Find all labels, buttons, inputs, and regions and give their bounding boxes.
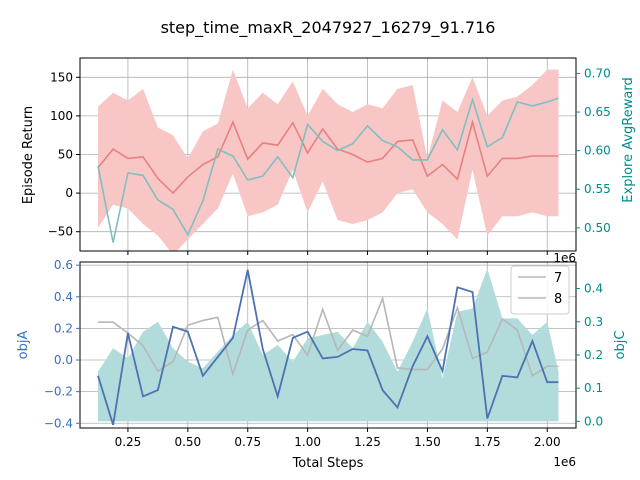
legend-box (510, 265, 570, 315)
y2-tick-label: 0.70 (584, 66, 611, 80)
return-line (97, 119, 559, 195)
bottom-y-label: objA (16, 331, 31, 360)
y-tick-label: 100 (50, 109, 73, 123)
y-tick-label: 0 (65, 186, 73, 200)
bottom-x-multiplier: 1e6 (553, 455, 576, 469)
bottom-x-ticks: 0.25 0.50 0.75 1.00 1.25 1.50 1.75 2.00 (115, 428, 561, 449)
top-x-multiplier: 1e6 (553, 251, 576, 265)
y-tick-label: 150 (50, 70, 73, 84)
bottom-frame (79, 261, 577, 429)
bottom-y-ticks: −0.4 −0.2 0.0 0.2 0.4 0.6 (44, 258, 80, 430)
top-y-ticks: −50 0 50 100 150 (48, 70, 80, 239)
legend: 7 8 (510, 265, 570, 315)
bottom-panel: 0.25 0.50 0.75 1.00 1.25 1.50 1.75 2.00 −0.4−0.… (16, 258, 628, 471)
y2-tick-label: 0.0 (584, 414, 603, 428)
y-tick-label: 0.0 (54, 353, 73, 367)
top-y2-ticks: 0.50 0.55 0.60 0.65 0.70 (576, 66, 611, 235)
x-tick-label: 1.25 (354, 435, 381, 449)
obja-line (97, 269, 559, 426)
top-y-label: Episode Return (21, 106, 36, 204)
x-tick-label: 0.50 (174, 435, 201, 449)
y-tick-label: −50 (48, 225, 73, 239)
y2-tick-label: 0.3 (584, 315, 603, 329)
x-tick-label: 2.00 (534, 435, 561, 449)
y-tick-label: 0.4 (54, 290, 73, 304)
x-tick-label: 0.25 (115, 435, 142, 449)
y2-tick-label: 0.65 (584, 105, 611, 119)
top-x-ticks (127, 251, 548, 255)
explore-line (97, 96, 559, 243)
y-tick-label: 50 (58, 148, 73, 162)
y2-tick-label: 0.60 (584, 144, 611, 158)
y-tick-label: 0.6 (54, 258, 73, 272)
x-tick-label: 1.50 (414, 435, 441, 449)
series-8-line (98, 295, 559, 377)
y2-tick-label: 0.2 (584, 348, 603, 362)
chart-title: step_time_maxR_2047927_16279_91.716 (161, 18, 496, 38)
top-panel: −50 0 50 100 150 0.50 0.55 0.60 0.65 0.70 1e6 Ep… (21, 57, 636, 265)
bottom-y2-ticks: 0.0 0.1 0.2 0.3 0.4 (576, 282, 603, 428)
y2-tick-label: 0.4 (584, 282, 603, 296)
y-tick-label: −0.4 (44, 416, 73, 430)
legend-label-8: 8 (554, 292, 562, 307)
bottom-x-label: Total Steps (292, 456, 364, 471)
legend-label-7: 7 (554, 271, 562, 286)
y-tick-label: 0.2 (54, 321, 73, 335)
y2-tick-label: 0.1 (584, 381, 603, 395)
top-y2-label: Explore AvgReward (621, 77, 636, 202)
x-tick-label: 0.75 (234, 435, 261, 449)
objc-area (98, 268, 559, 422)
x-tick-label: 1.75 (474, 435, 501, 449)
x-tick-label: 1.00 (294, 435, 321, 449)
bottom-y2-label: objC (613, 331, 628, 360)
y2-tick-label: 0.55 (584, 182, 611, 196)
y-tick-label: −0.2 (44, 385, 73, 399)
return-band (98, 69, 559, 251)
y2-tick-label: 0.50 (584, 221, 611, 235)
